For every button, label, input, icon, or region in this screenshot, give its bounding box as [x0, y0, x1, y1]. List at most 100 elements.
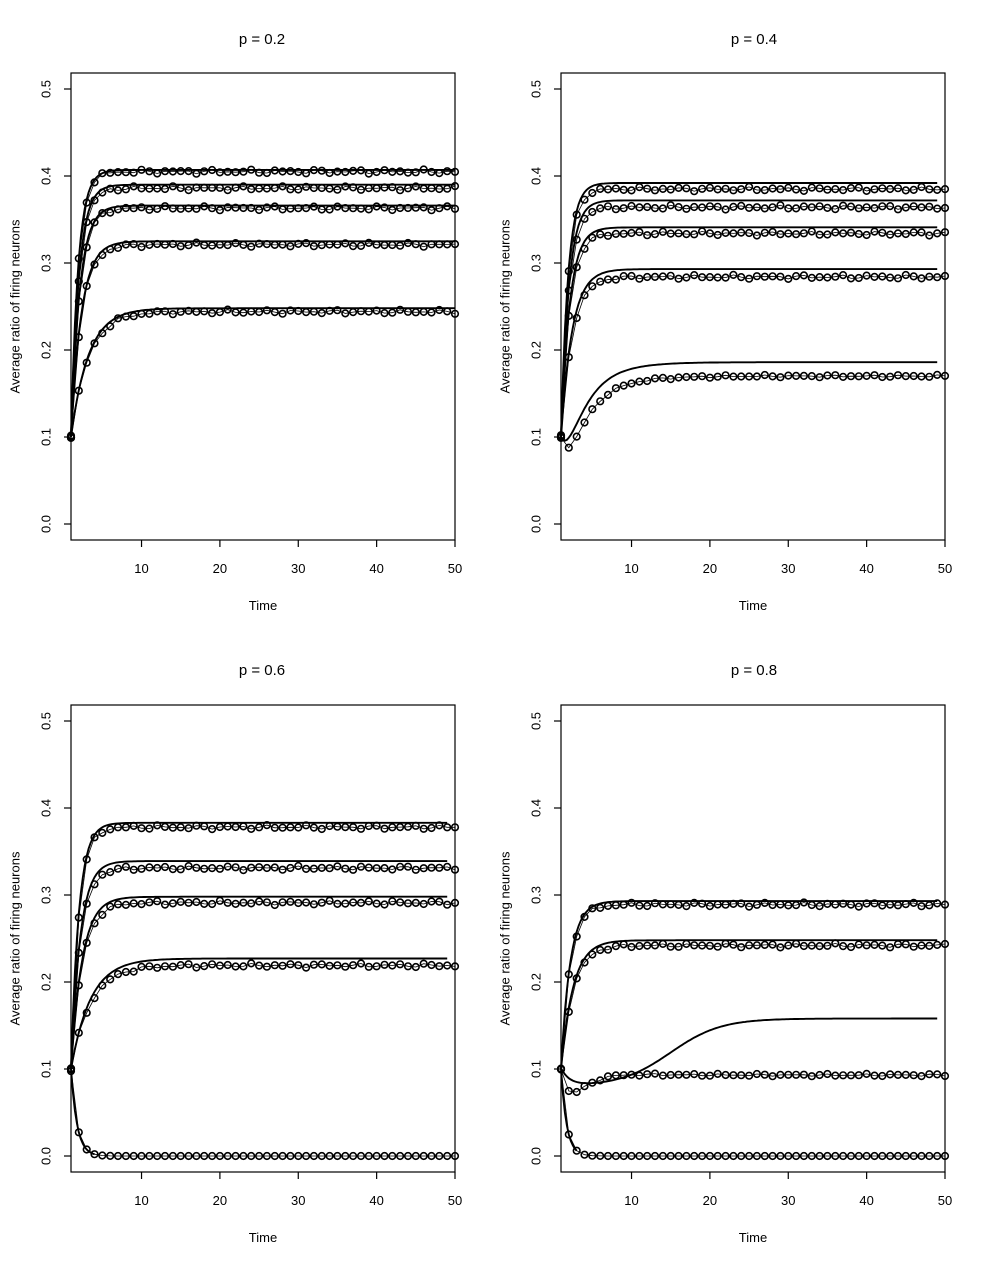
simulation-point: [450, 182, 460, 191]
simulation-point: [588, 405, 597, 414]
simulation-point: [940, 371, 950, 381]
simulation-point: [98, 870, 107, 879]
simulation-point: [239, 865, 248, 875]
simulation-point: [231, 899, 240, 909]
simulation-point: [302, 182, 311, 191]
simulation-point: [799, 898, 809, 907]
simulation-point: [113, 243, 123, 252]
simulation-point: [333, 202, 342, 211]
simulation-point: [729, 186, 738, 195]
y-tick-label: 0.2: [38, 341, 53, 359]
x-tick-label: 50: [938, 1193, 952, 1208]
simulation-point: [556, 433, 566, 442]
simulation-point: [82, 218, 91, 227]
simulation-point: [627, 942, 636, 952]
y-axis-label: Average ratio of firing neurons: [7, 219, 22, 393]
simulation-point: [302, 821, 311, 830]
simulation-point: [121, 862, 130, 871]
simulation-line: [560, 374, 946, 449]
simulation-point: [450, 865, 460, 874]
x-tick-label: 20: [213, 561, 227, 576]
simulation-point: [419, 165, 428, 174]
simulation-point: [90, 880, 99, 889]
simulation-point: [901, 203, 910, 212]
simulation-point: [776, 943, 785, 952]
x-axis-label: Time: [249, 598, 277, 613]
simulation-point: [349, 961, 358, 970]
simulation-point: [815, 202, 824, 211]
chart-title: p = 0.2: [239, 31, 285, 48]
chart-panel-4: p = 0.8 10 20 30 40 50 0.0 0.1 0.2 0.3 0.4 0.5 Avera…: [497, 662, 952, 1245]
simulation-point: [137, 242, 146, 252]
simulation-line: [70, 900, 456, 1069]
theory-line: [70, 957, 448, 1070]
simulation-point: [356, 959, 366, 968]
simulation-point: [791, 185, 801, 194]
simulation-point: [333, 185, 342, 194]
y-tick-label: 0.2: [528, 341, 543, 359]
simulation-point: [650, 899, 660, 908]
simulation-point: [737, 185, 746, 194]
simulation-point: [380, 203, 389, 212]
simulation-point: [364, 897, 373, 906]
simulation-point: [854, 229, 863, 239]
simulation-point: [317, 824, 326, 834]
simulation-point: [737, 201, 746, 210]
simulation-point: [650, 186, 660, 195]
theory-line: [560, 182, 938, 438]
simulation-point: [721, 371, 730, 380]
chart-panel-3: p = 0.6 10 20 30 40 50 0.0 0.1 0.2 0.3 0.4 0.5 Avera…: [7, 662, 462, 1245]
simulation-point: [145, 898, 154, 907]
simulation-point: [658, 939, 668, 949]
simulation-point: [184, 306, 193, 315]
y-axis-label: Average ratio of firing neurons: [7, 851, 22, 1025]
simulation-point: [208, 960, 217, 969]
theory-line: [560, 226, 938, 438]
simulation-point: [580, 1150, 589, 1159]
simulation-point: [208, 824, 217, 834]
y-tick-label: 0.1: [38, 428, 53, 446]
x-tick-label: 40: [859, 1193, 873, 1208]
simulation-point: [74, 386, 83, 395]
simulation-point: [325, 896, 334, 905]
simulation-point: [74, 1028, 83, 1037]
simulation-point: [697, 227, 707, 236]
simulation-point: [270, 202, 279, 211]
simulation-point: [611, 384, 621, 393]
simulation-point: [823, 1069, 832, 1079]
theory-line: [70, 204, 455, 438]
simulation-point: [341, 864, 350, 873]
simulation-point: [807, 1072, 816, 1081]
simulation-point: [98, 250, 107, 260]
simulation-point: [901, 270, 910, 280]
simulation-point: [580, 291, 589, 300]
simulation-point: [255, 823, 264, 832]
y-tick-label: 0.0: [38, 1147, 53, 1165]
simulation-point: [82, 281, 91, 291]
simulation-point: [223, 186, 232, 195]
simulation-point: [356, 185, 366, 194]
simulation-point: [380, 166, 389, 175]
simulation-point: [106, 902, 115, 911]
simulation-point: [721, 939, 730, 948]
simulation-point: [705, 901, 715, 911]
simulation-point: [596, 204, 605, 213]
simulation-point: [129, 821, 138, 831]
simulation-point: [317, 898, 326, 907]
y-tick-label: 0.3: [38, 254, 53, 272]
simulation-point: [870, 185, 879, 194]
simulation-point: [619, 940, 628, 949]
y-tick-label: 0.5: [528, 712, 543, 730]
simulation-point: [737, 273, 746, 282]
simulation-point: [862, 230, 871, 240]
simulation-point: [940, 228, 950, 237]
simulation-point: [192, 238, 201, 247]
simulation-point: [90, 1150, 99, 1159]
simulation-point: [82, 358, 91, 367]
simulation-point: [223, 305, 232, 314]
simulation-point: [239, 240, 248, 249]
simulation-point: [760, 898, 769, 908]
simulation-point: [356, 824, 366, 833]
simulation-point: [580, 1082, 589, 1091]
simulation-point: [588, 1078, 597, 1087]
